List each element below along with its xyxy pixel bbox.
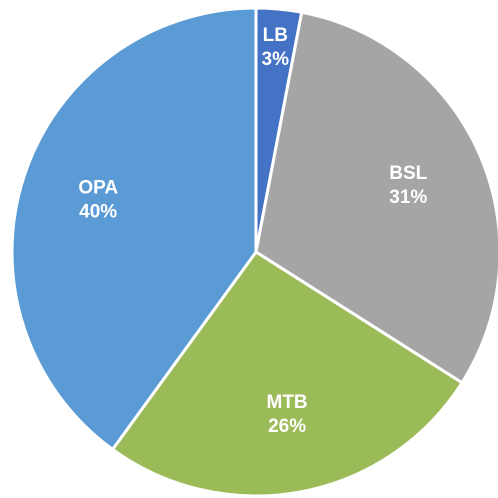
pie-slice [110, 249, 465, 498]
slice-value-label: 26% [268, 416, 306, 437]
slice-label: MTB [267, 392, 308, 413]
slice-value-label: 31% [389, 187, 427, 208]
slice-value-label: 40% [79, 202, 117, 223]
pie-slice [10, 6, 258, 452]
slice-label: LB [263, 25, 288, 46]
slice-value-label: 3% [262, 49, 290, 70]
slice-label: BSL [389, 163, 427, 184]
slice-label: OPA [78, 178, 118, 199]
